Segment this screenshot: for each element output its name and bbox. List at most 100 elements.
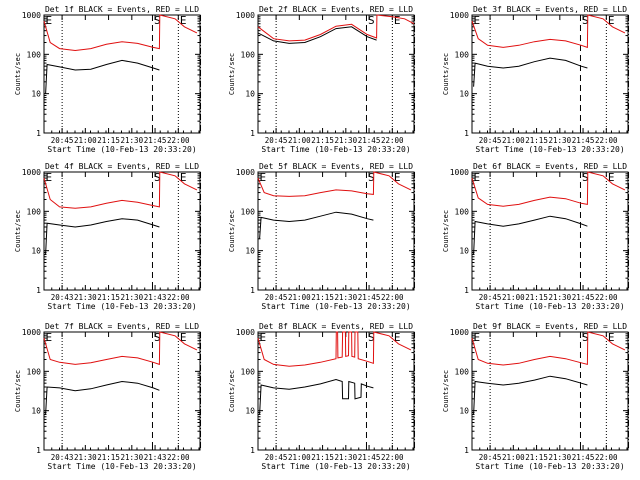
panel-title: Det 3f BLACK = Events, RED = LLD bbox=[473, 5, 627, 14]
panel-title: Det 5f BLACK = Events, RED = LLD bbox=[259, 162, 413, 171]
lld-series-line bbox=[471, 331, 626, 366]
events-series-line bbox=[45, 218, 160, 255]
x-tick-label: 21:45 bbox=[358, 293, 381, 302]
detector-panel: Det 5f BLACK = Events, RED = LLD 1 10 100 10… bbox=[228, 162, 416, 311]
detector-panel: Det 4f BLACK = Events, RED = LLD 1 10 100 10… bbox=[14, 162, 202, 311]
y-tick-label: 100 bbox=[455, 207, 470, 216]
x-axis-label: Start Time (10-Feb-13 20:33:20) bbox=[47, 462, 196, 471]
event-marker-label: E bbox=[474, 171, 481, 184]
event-marker-label: E bbox=[608, 331, 615, 344]
panel-title: Det 8f BLACK = Events, RED = LLD bbox=[259, 322, 413, 331]
detector-panel: Det 3f BLACK = Events, RED = LLD 1 10 100 10… bbox=[442, 5, 630, 154]
x-tick-label: 21:30 bbox=[121, 453, 144, 462]
y-tick-label: 100 bbox=[27, 50, 42, 59]
x-tick-label: 21:30 bbox=[74, 453, 97, 462]
event-marker-label: S bbox=[368, 14, 375, 27]
panel-title: Det 9f BLACK = Events, RED = LLD bbox=[473, 322, 627, 331]
event-marker-label: S bbox=[582, 171, 589, 184]
x-tick-label: 21:00 bbox=[288, 293, 311, 302]
y-tick-label: 10 bbox=[459, 90, 469, 99]
x-tick-label: 20:45 bbox=[51, 136, 74, 145]
detector-panel: Det 8f BLACK = Events, RED = LLD 1 10 100 10… bbox=[228, 322, 416, 471]
event-marker-label: S bbox=[368, 331, 375, 344]
lld-series-line bbox=[43, 171, 198, 209]
plot-frame bbox=[471, 171, 629, 291]
panel-title: Det 1f BLACK = Events, RED = LLD bbox=[45, 5, 199, 14]
x-tick-label: 21:15 bbox=[525, 453, 548, 462]
y-tick-label: 1 bbox=[250, 286, 255, 295]
x-tick-label: 22:00 bbox=[595, 293, 618, 302]
event-marker-label: E bbox=[394, 14, 401, 27]
detector-panel: Det 1f BLACK = Events, RED = LLD 1 10 100 10… bbox=[14, 5, 202, 154]
x-tick-label: 21:45 bbox=[358, 453, 381, 462]
plot-frame bbox=[43, 14, 201, 134]
event-marker-label: E bbox=[180, 331, 187, 344]
y-axis-label: Counts/sec bbox=[442, 370, 450, 412]
y-tick-label: 1 bbox=[464, 286, 469, 295]
x-axis-label: Start Time (10-Feb-13 20:33:20) bbox=[261, 145, 410, 154]
y-tick-label: 1000 bbox=[450, 168, 469, 177]
x-tick-label: 22:00 bbox=[167, 293, 190, 302]
y-axis-label: Counts/sec bbox=[228, 210, 236, 252]
x-tick-label: 22:00 bbox=[381, 136, 404, 145]
plot-frame bbox=[471, 14, 629, 134]
x-axis-label: Start Time (10-Feb-13 20:33:20) bbox=[475, 462, 624, 471]
x-tick-label: 21:45 bbox=[572, 136, 595, 145]
plot-frame bbox=[257, 171, 415, 291]
y-tick-label: 1000 bbox=[22, 168, 41, 177]
x-tick-label: 20:43 bbox=[51, 453, 74, 462]
lld-series-line bbox=[257, 331, 412, 367]
y-tick-label: 1 bbox=[250, 446, 255, 455]
y-tick-label: 1 bbox=[250, 129, 255, 138]
lld-series-line bbox=[471, 171, 626, 207]
y-tick-label: 10 bbox=[459, 247, 469, 256]
x-tick-label: 20:45 bbox=[265, 136, 288, 145]
event-marker-label: E bbox=[180, 171, 187, 184]
event-marker-label: E bbox=[394, 171, 401, 184]
detector-panel: Det 9f BLACK = Events, RED = LLD 1 10 100 10… bbox=[442, 322, 630, 471]
x-axis-label: Start Time (10-Feb-13 20:33:20) bbox=[261, 462, 410, 471]
x-tick-label: 21:45 bbox=[144, 136, 167, 145]
detector-panel: Det 2f BLACK = Events, RED = LLD 1 10 100 10… bbox=[228, 5, 416, 154]
event-marker-label: E bbox=[608, 171, 615, 184]
y-tick-label: 10 bbox=[31, 247, 41, 256]
x-tick-label: 20:43 bbox=[51, 293, 74, 302]
x-tick-label: 21:43 bbox=[144, 453, 167, 462]
x-tick-label: 21:45 bbox=[358, 136, 381, 145]
detector-panel: Det 6f BLACK = Events, RED = LLD 1 10 100 10… bbox=[442, 162, 630, 311]
x-tick-label: 21:15 bbox=[97, 293, 120, 302]
x-tick-label: 20:45 bbox=[479, 136, 502, 145]
events-series-line bbox=[473, 215, 588, 255]
x-tick-label: 21:30 bbox=[335, 136, 358, 145]
x-tick-label: 21:00 bbox=[74, 136, 97, 145]
x-tick-label: 21:30 bbox=[121, 293, 144, 302]
event-marker-label: E bbox=[260, 171, 267, 184]
y-axis-label: Counts/sec bbox=[442, 210, 450, 252]
x-tick-label: 21:43 bbox=[144, 293, 167, 302]
x-tick-label: 21:30 bbox=[335, 293, 358, 302]
plot-frame bbox=[257, 14, 415, 134]
event-marker-label: S bbox=[582, 14, 589, 27]
x-tick-label: 20:45 bbox=[479, 453, 502, 462]
y-tick-label: 1 bbox=[464, 446, 469, 455]
x-tick-label: 22:00 bbox=[595, 453, 618, 462]
y-tick-label: 10 bbox=[245, 90, 255, 99]
y-tick-label: 10 bbox=[31, 407, 41, 416]
event-marker-label: E bbox=[180, 14, 187, 27]
y-axis-label: Counts/sec bbox=[442, 53, 450, 95]
x-axis-label: Start Time (10-Feb-13 20:33:20) bbox=[475, 145, 624, 154]
plot-frame bbox=[471, 331, 629, 451]
x-tick-label: 21:00 bbox=[502, 293, 525, 302]
x-tick-label: 21:00 bbox=[502, 136, 525, 145]
event-marker-label: E bbox=[260, 331, 267, 344]
x-tick-label: 22:00 bbox=[595, 136, 618, 145]
event-marker-label: S bbox=[154, 171, 161, 184]
event-marker-label: E bbox=[474, 14, 481, 27]
x-tick-label: 21:30 bbox=[549, 136, 572, 145]
y-tick-label: 1000 bbox=[236, 328, 255, 337]
events-series-line bbox=[259, 211, 374, 239]
x-tick-label: 21:15 bbox=[97, 453, 120, 462]
lld-series-line bbox=[257, 14, 415, 42]
y-tick-label: 1000 bbox=[450, 328, 469, 337]
event-marker-label: S bbox=[154, 14, 161, 27]
